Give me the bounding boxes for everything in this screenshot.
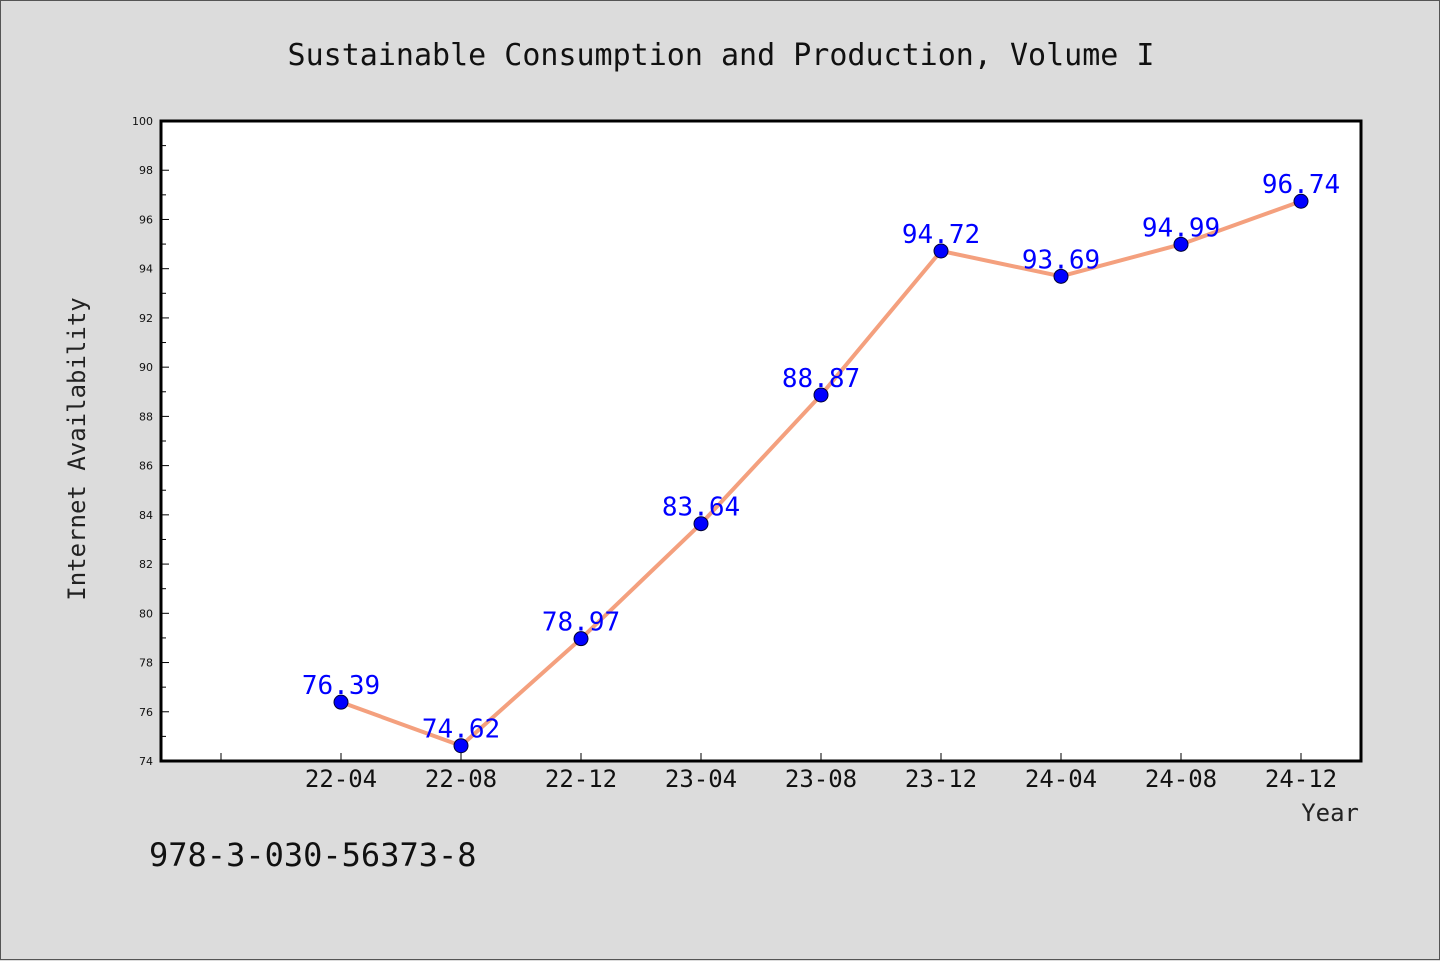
marker-layer [333,193,1309,754]
y-tick-label: 96 [139,213,153,226]
y-tick-label: 94 [139,263,153,276]
data-point [693,516,709,532]
data-point [1053,268,1069,284]
data-point [453,738,469,754]
y-tick-label: 92 [139,312,153,325]
x-tick-label: 24-08 [1145,765,1217,793]
x-tick-label: 23-04 [665,765,737,793]
y-tick-label: 86 [139,460,153,473]
plot-frame [159,119,1363,763]
data-label: 96.74 [1262,170,1340,200]
data-point [573,631,589,647]
axis-ticks: 74 76 78 80 82 84 86 88 90 92 94 96 98 100 22-04 22-08 2… [132,115,1337,793]
x-tick-label: 23-12 [905,765,977,793]
y-tick-label: 98 [139,164,153,177]
data-label-layer: 76.39 74.62 78.97 83.64 88.87 94.72 93.69 94.99… [302,170,1340,744]
x-tick-label: 22-12 [545,765,617,793]
y-tick-label: 90 [139,361,153,374]
isbn-text: 978-3-030-56373-8 [149,836,477,874]
y-tick-label: 76 [139,706,153,719]
data-label: 76.39 [302,671,380,701]
y-tick-label: 84 [139,509,153,522]
data-point [813,387,829,403]
x-axis-label: Year [1301,799,1359,827]
y-axis-label: Internet Availability [63,297,91,600]
data-label: 88.87 [782,364,860,394]
y-tick-label: 88 [139,410,153,423]
data-label: 83.64 [662,493,740,523]
x-tick-label: 24-04 [1025,765,1097,793]
data-label: 74.62 [422,715,500,745]
y-tick-label: 74 [139,755,153,768]
y-tick-label: 100 [132,115,153,128]
data-point [1173,236,1189,252]
chart-title: Sustainable Consumption and Production, … [288,38,1155,73]
x-tick-label: 22-08 [425,765,497,793]
data-label: 93.69 [1022,245,1100,275]
data-label: 94.72 [902,220,980,250]
data-label: 78.97 [542,608,620,638]
data-label: 94.99 [1142,213,1220,243]
x-tick-label: 22-04 [305,765,377,793]
y-tick-label: 82 [139,558,153,571]
data-point [933,243,949,259]
data-point [1293,193,1309,209]
y-tick-label: 78 [139,657,153,670]
x-tick-label: 24-12 [1265,765,1337,793]
data-point [333,694,349,710]
x-tick-label: 23-08 [785,765,857,793]
plot-area [161,121,1361,761]
y-tick-label: 80 [139,607,153,620]
